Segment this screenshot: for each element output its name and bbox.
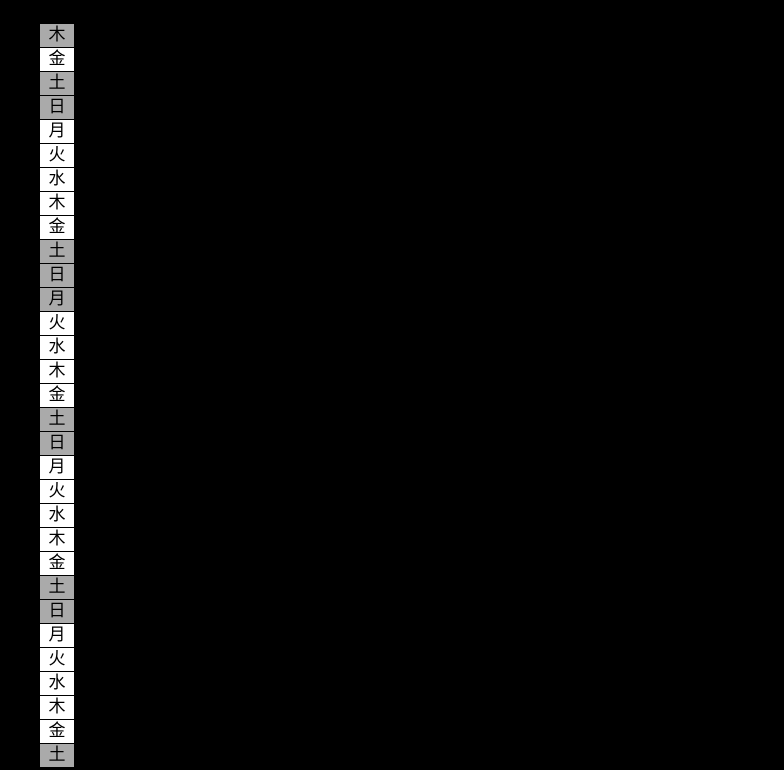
day-label: 月 — [48, 289, 66, 309]
day-cell[interactable]: 土 — [40, 744, 74, 768]
day-label: 金 — [48, 217, 66, 237]
day-cell[interactable]: 日 — [40, 432, 74, 456]
day-label: 火 — [48, 481, 66, 501]
day-cell[interactable]: 金 — [40, 552, 74, 576]
day-cell[interactable]: 日 — [40, 600, 74, 624]
day-cell[interactable]: 金 — [40, 48, 74, 72]
day-cell[interactable]: 木 — [40, 696, 74, 720]
day-label: 日 — [48, 97, 66, 117]
day-label: 月 — [48, 457, 66, 477]
day-label: 金 — [48, 721, 66, 741]
day-cell[interactable]: 水 — [40, 168, 74, 192]
day-label: 水 — [48, 673, 66, 693]
day-label: 水 — [48, 505, 66, 525]
day-label: 金 — [48, 49, 66, 69]
day-cell[interactable]: 水 — [40, 672, 74, 696]
day-cell[interactable]: 金 — [40, 720, 74, 744]
day-label: 木 — [48, 25, 66, 45]
day-cell[interactable]: 月 — [40, 456, 74, 480]
day-cell[interactable]: 火 — [40, 648, 74, 672]
day-cell[interactable]: 木 — [40, 528, 74, 552]
day-cell[interactable]: 土 — [40, 408, 74, 432]
day-label: 木 — [48, 193, 66, 213]
day-label: 日 — [48, 601, 66, 621]
day-label: 水 — [48, 337, 66, 357]
day-label: 金 — [48, 385, 66, 405]
day-label: 月 — [48, 121, 66, 141]
day-cell[interactable]: 月 — [40, 624, 74, 648]
day-cell[interactable]: 金 — [40, 216, 74, 240]
day-label: 火 — [48, 313, 66, 333]
day-label: 火 — [48, 649, 66, 669]
day-label: 木 — [48, 529, 66, 549]
day-cell[interactable]: 水 — [40, 504, 74, 528]
day-cell[interactable]: 金 — [40, 384, 74, 408]
day-label: 木 — [48, 697, 66, 717]
day-label: 土 — [48, 577, 66, 597]
day-cell[interactable]: 月 — [40, 288, 74, 312]
day-cell[interactable]: 日 — [40, 96, 74, 120]
day-label: 火 — [48, 145, 66, 165]
day-cell[interactable]: 土 — [40, 576, 74, 600]
weekday-column: 木金土日月火水木金土日月火水木金土日月火水木金土日月火水木金土 — [40, 24, 74, 768]
day-cell[interactable]: 火 — [40, 312, 74, 336]
day-cell[interactable]: 火 — [40, 480, 74, 504]
day-label: 土 — [48, 73, 66, 93]
day-cell[interactable]: 日 — [40, 264, 74, 288]
day-label: 金 — [48, 553, 66, 573]
day-cell[interactable]: 土 — [40, 240, 74, 264]
day-label: 土 — [48, 409, 66, 429]
day-label: 水 — [48, 169, 66, 189]
day-label: 月 — [48, 625, 66, 645]
day-cell[interactable]: 水 — [40, 336, 74, 360]
day-cell[interactable]: 火 — [40, 144, 74, 168]
day-label: 土 — [48, 745, 66, 765]
day-cell[interactable]: 木 — [40, 192, 74, 216]
day-label: 土 — [48, 241, 66, 261]
day-cell[interactable]: 木 — [40, 24, 74, 48]
day-cell[interactable]: 木 — [40, 360, 74, 384]
day-label: 日 — [48, 265, 66, 285]
day-cell[interactable]: 土 — [40, 72, 74, 96]
day-label: 木 — [48, 361, 66, 381]
day-label: 日 — [48, 433, 66, 453]
day-cell[interactable]: 月 — [40, 120, 74, 144]
